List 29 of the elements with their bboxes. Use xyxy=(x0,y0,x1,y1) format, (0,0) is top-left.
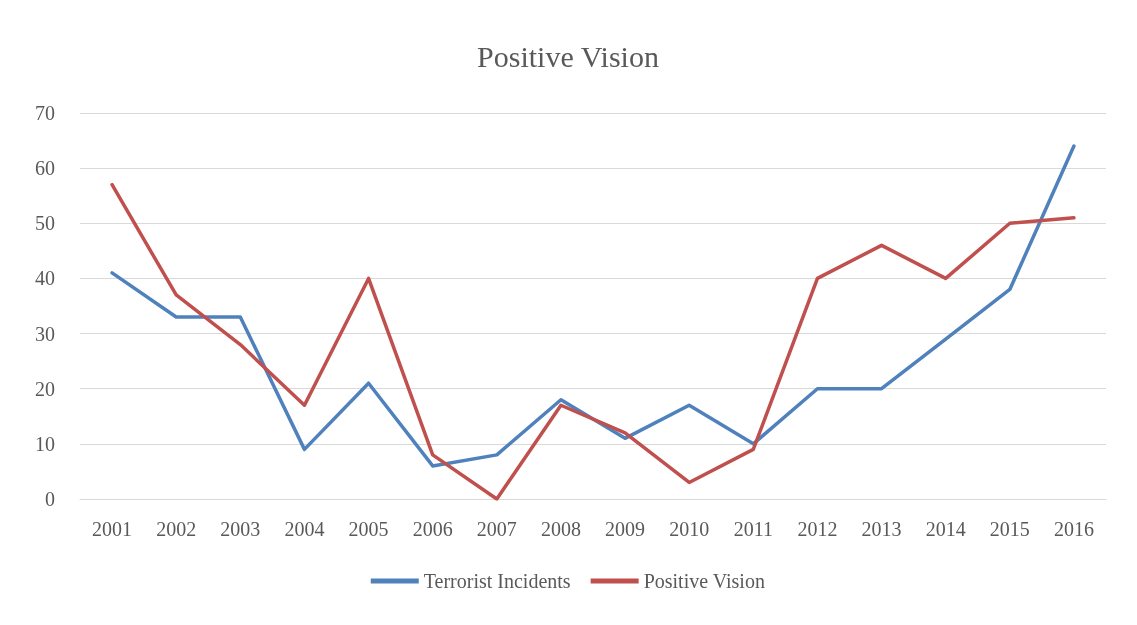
chart-title: Positive Vision xyxy=(477,39,659,73)
y-tick-label: 50 xyxy=(35,212,55,235)
y-tick-label: 30 xyxy=(35,322,55,345)
x-tick-label: 2003 xyxy=(220,518,261,540)
x-tick-label: 2012 xyxy=(797,518,838,540)
x-tick-label: 2008 xyxy=(540,518,581,540)
x-tick-label: 2009 xyxy=(605,518,646,540)
x-tick-label: 2002 xyxy=(156,518,197,540)
y-tick-label: 0 xyxy=(45,488,55,510)
x-tick-label: 2007 xyxy=(476,518,517,540)
legend-label: Positive Vision xyxy=(643,570,765,592)
legend-label: Terrorist Incidents xyxy=(423,570,571,592)
x-tick-label: 2014 xyxy=(925,518,966,540)
x-tick-label: 2004 xyxy=(284,518,325,540)
y-tick-label: 20 xyxy=(35,377,55,400)
x-tick-label: 2016 xyxy=(1053,518,1094,540)
line-series xyxy=(110,182,1076,501)
x-tick-label: 2015 xyxy=(989,518,1030,540)
x-tick-label: 2005 xyxy=(348,518,389,540)
x-tick-label: 2001 xyxy=(92,518,133,540)
x-tick-label: 2006 xyxy=(412,518,453,540)
x-tick-label: 2011 xyxy=(733,518,773,540)
x-tick-label: 2010 xyxy=(669,518,710,540)
line-series xyxy=(110,144,1076,468)
x-tick-label: 2013 xyxy=(861,518,902,540)
y-tick-label: 60 xyxy=(35,157,55,180)
y-tick-label: 70 xyxy=(35,102,55,124)
y-tick-label: 10 xyxy=(35,432,55,455)
y-tick-label: 40 xyxy=(35,267,55,290)
